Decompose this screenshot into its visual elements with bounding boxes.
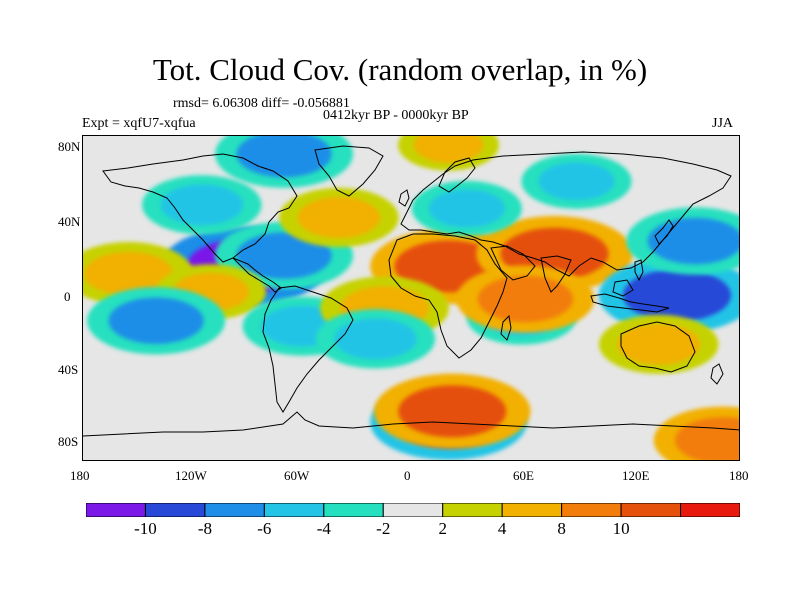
- anomaly-region-western-pacific-equatorial: [623, 269, 732, 322]
- colorbar-label: -10: [134, 519, 157, 538]
- anomaly-region-southern-ocean-atlantic-rim: [398, 385, 507, 438]
- coastline-south-america: [262, 285, 354, 413]
- coastline-africa: [388, 233, 508, 359]
- coastlines: [83, 145, 739, 437]
- colorbar: [86, 503, 740, 517]
- colorbar-label: 8: [557, 519, 566, 538]
- y-tick-label: 40S: [58, 362, 79, 377]
- colorbar-swatch: [501, 503, 563, 517]
- anomaly-region-antarctic-pacific: [675, 417, 739, 460]
- colorbar-swatch: [561, 503, 622, 517]
- coastline-eurasia: [400, 151, 732, 277]
- period-text: 0412kyr BP - 0000kyr BP: [323, 108, 469, 123]
- colorbar-swatch: [680, 503, 740, 517]
- x-tick-label: 180: [729, 468, 749, 483]
- coastline-madagascar: [500, 314, 512, 341]
- colorbar-label: -4: [316, 519, 331, 538]
- chart-title: Tot. Cloud Cov. (random overlap, in %): [152, 52, 648, 87]
- experiment-label: Expt = xqfU7-xqfua: [82, 116, 196, 131]
- colorbar-label: 4: [497, 519, 507, 538]
- anomaly-region-south-pacific: [108, 297, 204, 344]
- colorbar-swatch: [144, 503, 206, 517]
- stats-text: rmsd= 6.06308 diff= -0.056881: [173, 96, 350, 111]
- colorbar-swatch: [620, 503, 682, 517]
- coastline-arabia: [490, 245, 536, 281]
- season-label: JJA: [712, 116, 734, 131]
- coastline-british-isles: [398, 189, 410, 207]
- x-tick-label: 180: [70, 468, 90, 483]
- x-tick-label: 120W: [175, 468, 207, 483]
- coastline-new-zealand: [710, 363, 724, 385]
- y-tick-label: 0: [64, 289, 71, 304]
- anomaly-map-svg: [83, 136, 739, 460]
- colorbar-label: -6: [257, 519, 272, 538]
- y-tick-label: 80S: [58, 434, 79, 449]
- anomaly-region-australia: [617, 323, 700, 365]
- coastline-north-america: [102, 153, 298, 263]
- coastline-greenland: [314, 145, 384, 197]
- colorbar-label: -8: [197, 519, 212, 538]
- x-tick-label: 60E: [513, 468, 534, 483]
- coastline-scandinavia: [438, 157, 476, 193]
- colorbar-label: 10: [612, 519, 630, 538]
- coastline-indonesia: [590, 293, 670, 313]
- colorbar-swatch: [442, 503, 503, 517]
- colorbar-label: 2: [438, 519, 447, 538]
- anomaly-map: [82, 135, 740, 461]
- anomaly-field: [83, 136, 739, 460]
- colorbar-swatch: [382, 503, 444, 517]
- anomaly-region-east-pacific-north: [84, 251, 174, 296]
- coastline-india: [540, 255, 572, 293]
- coastline-borneo: [612, 279, 634, 297]
- colorbar-swatch: [263, 503, 325, 517]
- coastline-japan: [654, 219, 674, 245]
- anomaly-region-central-asia: [428, 189, 505, 228]
- anomaly-region-arctic-ocean: [413, 136, 484, 163]
- colorbar-swatch: [204, 503, 265, 517]
- x-tick-label: 0: [404, 468, 411, 483]
- anomaly-region-northwest-atlantic: [297, 197, 381, 238]
- colorbar-swatch: [86, 503, 146, 517]
- x-tick-label: 120E: [622, 468, 650, 483]
- y-tick-label: 80N: [58, 139, 81, 154]
- y-tick-label: 40N: [58, 214, 81, 229]
- colorbar-label: -2: [376, 519, 391, 538]
- x-tick-label: 60W: [284, 468, 310, 483]
- anomaly-region-south-atlantic: [334, 318, 417, 360]
- anomaly-region-north-america: [160, 184, 244, 226]
- coastline-australia: [620, 321, 696, 373]
- coastline-antarctica: [83, 411, 739, 437]
- anomaly-region-gulf-of-mexico-band: [236, 232, 332, 279]
- anomaly-region-siberia: [538, 162, 615, 201]
- coastline-philippines: [634, 259, 644, 282]
- colorbar-swatch: [323, 503, 384, 517]
